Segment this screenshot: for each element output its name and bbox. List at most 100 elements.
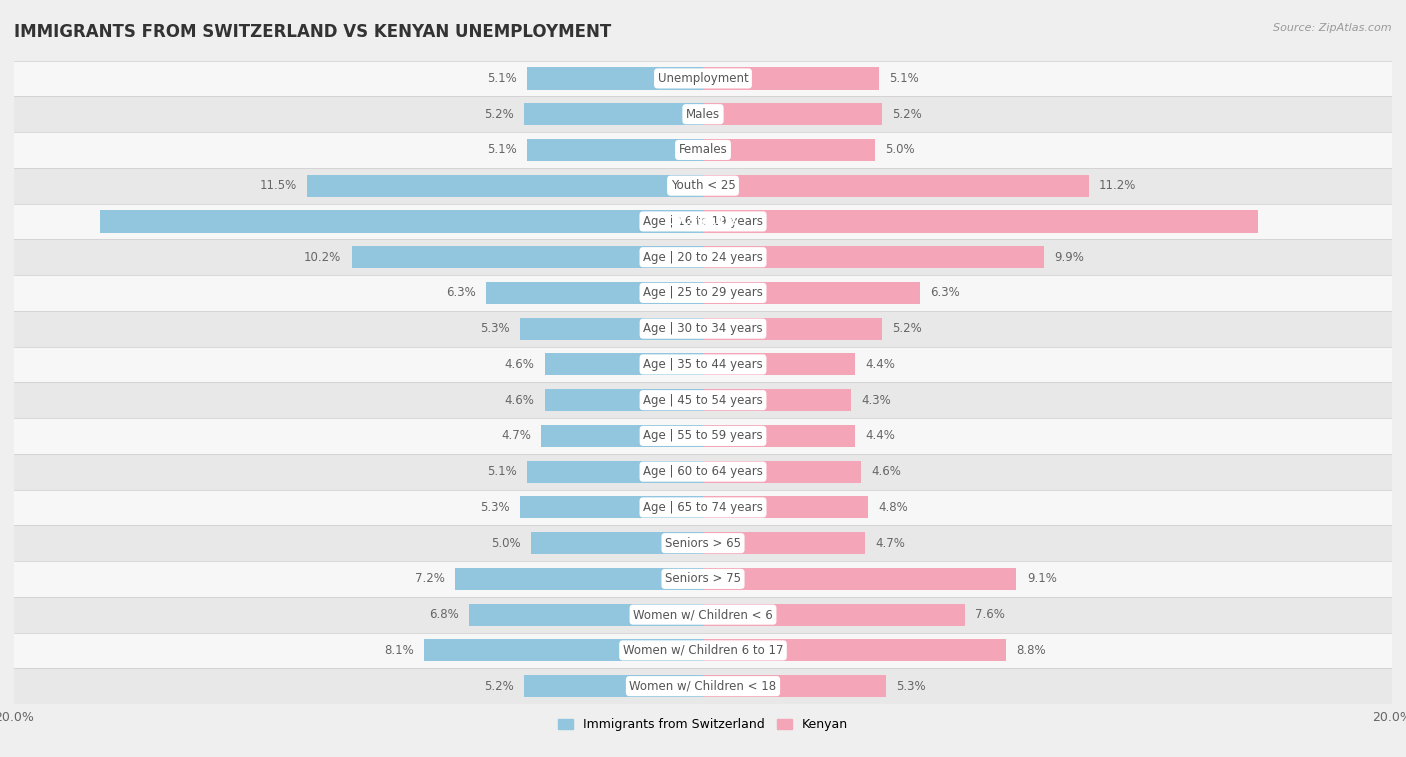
Text: 9.1%: 9.1% xyxy=(1026,572,1057,585)
Bar xyxy=(703,640,1007,662)
Text: 6.3%: 6.3% xyxy=(446,286,475,300)
Bar xyxy=(703,603,965,626)
Text: 4.6%: 4.6% xyxy=(505,394,534,407)
Text: Age | 30 to 34 years: Age | 30 to 34 years xyxy=(643,322,763,335)
Text: 11.2%: 11.2% xyxy=(1099,179,1136,192)
Text: Women w/ Children 6 to 17: Women w/ Children 6 to 17 xyxy=(623,644,783,657)
Text: 5.2%: 5.2% xyxy=(893,107,922,120)
Text: 5.0%: 5.0% xyxy=(886,143,915,157)
Text: 4.4%: 4.4% xyxy=(865,429,894,442)
Bar xyxy=(468,603,703,626)
Text: 17.5%: 17.5% xyxy=(669,215,710,228)
Bar xyxy=(14,239,1392,275)
Text: 5.2%: 5.2% xyxy=(893,322,922,335)
Bar xyxy=(14,311,1392,347)
Bar xyxy=(520,318,703,340)
Legend: Immigrants from Switzerland, Kenyan: Immigrants from Switzerland, Kenyan xyxy=(553,713,853,737)
Bar xyxy=(100,210,703,232)
Text: Age | 20 to 24 years: Age | 20 to 24 years xyxy=(643,251,763,263)
Bar xyxy=(703,425,855,447)
Bar xyxy=(703,210,1257,232)
Text: 5.2%: 5.2% xyxy=(484,107,513,120)
Text: 5.1%: 5.1% xyxy=(488,72,517,85)
Bar xyxy=(541,425,703,447)
Text: IMMIGRANTS FROM SWITZERLAND VS KENYAN UNEMPLOYMENT: IMMIGRANTS FROM SWITZERLAND VS KENYAN UN… xyxy=(14,23,612,41)
Bar xyxy=(520,497,703,519)
Bar xyxy=(703,568,1017,590)
Text: Age | 45 to 54 years: Age | 45 to 54 years xyxy=(643,394,763,407)
Text: 4.3%: 4.3% xyxy=(862,394,891,407)
Text: 4.7%: 4.7% xyxy=(501,429,531,442)
Bar xyxy=(307,175,703,197)
Text: Source: ZipAtlas.com: Source: ZipAtlas.com xyxy=(1274,23,1392,33)
Text: 4.8%: 4.8% xyxy=(879,501,908,514)
Text: 11.5%: 11.5% xyxy=(259,179,297,192)
Bar xyxy=(14,418,1392,453)
Text: 6.8%: 6.8% xyxy=(429,608,458,621)
Bar xyxy=(703,318,882,340)
Text: 5.2%: 5.2% xyxy=(484,680,513,693)
Bar xyxy=(14,347,1392,382)
Bar xyxy=(527,460,703,483)
Bar xyxy=(14,668,1392,704)
Bar xyxy=(14,633,1392,668)
Text: 7.6%: 7.6% xyxy=(976,608,1005,621)
Bar xyxy=(14,132,1392,168)
Bar xyxy=(14,525,1392,561)
Text: Women w/ Children < 18: Women w/ Children < 18 xyxy=(630,680,776,693)
Bar xyxy=(703,389,851,411)
Text: 4.6%: 4.6% xyxy=(872,465,901,478)
Text: Age | 65 to 74 years: Age | 65 to 74 years xyxy=(643,501,763,514)
Text: 4.7%: 4.7% xyxy=(875,537,905,550)
Text: Seniors > 75: Seniors > 75 xyxy=(665,572,741,585)
Text: Age | 60 to 64 years: Age | 60 to 64 years xyxy=(643,465,763,478)
Bar xyxy=(703,354,855,375)
Bar xyxy=(531,532,703,554)
Bar xyxy=(703,460,862,483)
Bar xyxy=(14,275,1392,311)
Bar xyxy=(703,139,875,161)
Text: 5.0%: 5.0% xyxy=(491,537,520,550)
Text: Age | 25 to 29 years: Age | 25 to 29 years xyxy=(643,286,763,300)
Bar xyxy=(544,354,703,375)
Bar xyxy=(703,675,886,697)
Bar xyxy=(524,103,703,125)
Bar xyxy=(703,67,879,89)
Bar xyxy=(425,640,703,662)
Bar xyxy=(14,382,1392,418)
Text: 5.3%: 5.3% xyxy=(481,322,510,335)
Bar xyxy=(703,103,882,125)
Bar xyxy=(703,246,1045,268)
Text: Women w/ Children < 6: Women w/ Children < 6 xyxy=(633,608,773,621)
Bar xyxy=(703,282,920,304)
Text: 5.1%: 5.1% xyxy=(488,465,517,478)
Text: 9.9%: 9.9% xyxy=(1054,251,1084,263)
Bar xyxy=(486,282,703,304)
Bar xyxy=(703,497,869,519)
Text: Age | 16 to 19 years: Age | 16 to 19 years xyxy=(643,215,763,228)
Text: 7.2%: 7.2% xyxy=(415,572,444,585)
Text: Females: Females xyxy=(679,143,727,157)
Text: 5.3%: 5.3% xyxy=(481,501,510,514)
Bar xyxy=(14,561,1392,597)
Text: 4.4%: 4.4% xyxy=(865,358,894,371)
Bar xyxy=(14,96,1392,132)
Text: Youth < 25: Youth < 25 xyxy=(671,179,735,192)
Text: 5.1%: 5.1% xyxy=(889,72,918,85)
Bar xyxy=(527,67,703,89)
Bar xyxy=(14,61,1392,96)
Bar xyxy=(703,532,865,554)
Bar xyxy=(352,246,703,268)
Bar xyxy=(527,139,703,161)
Text: Males: Males xyxy=(686,107,720,120)
Bar xyxy=(14,597,1392,633)
Text: 16.1%: 16.1% xyxy=(696,215,738,228)
Bar xyxy=(14,490,1392,525)
Text: Seniors > 65: Seniors > 65 xyxy=(665,537,741,550)
Text: 4.6%: 4.6% xyxy=(505,358,534,371)
Text: 5.3%: 5.3% xyxy=(896,680,925,693)
Text: 8.1%: 8.1% xyxy=(384,644,413,657)
Bar xyxy=(456,568,703,590)
Text: Age | 35 to 44 years: Age | 35 to 44 years xyxy=(643,358,763,371)
Text: Unemployment: Unemployment xyxy=(658,72,748,85)
